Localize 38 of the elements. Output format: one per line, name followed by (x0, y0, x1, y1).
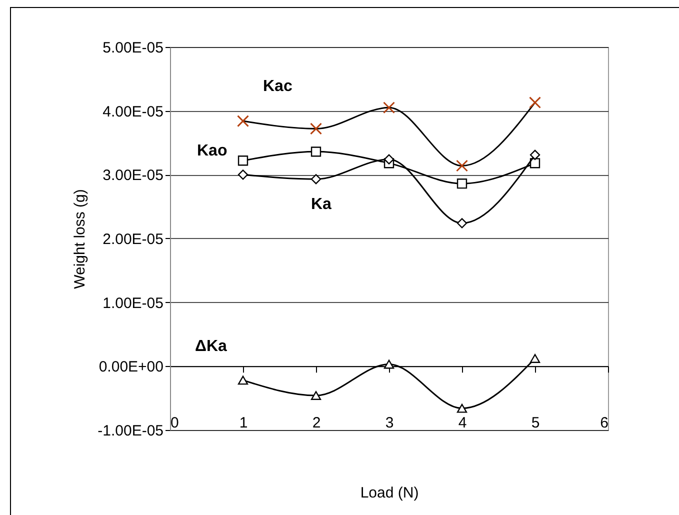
y-axis-title: Weight loss (g) (72, 189, 89, 289)
y-tick-label: -1.00E-05 (98, 422, 164, 440)
point (237, 115, 249, 128)
x-tick-label: 0 (170, 414, 179, 432)
point (238, 156, 248, 166)
point (384, 360, 394, 369)
point (529, 96, 541, 109)
point (310, 391, 322, 400)
point (456, 404, 468, 413)
point (238, 376, 248, 385)
y-tick-label: 1.00E-05 (102, 294, 164, 312)
x-tick-label: 2 (312, 414, 321, 432)
point (310, 174, 322, 184)
y-tick-label: 0.00E+00 (98, 358, 164, 376)
series-label: Kac (263, 78, 292, 96)
x-tick-label: 5 (531, 414, 540, 432)
point (530, 354, 540, 363)
point (238, 170, 248, 180)
point (310, 146, 322, 157)
x-tick-label: 4 (458, 414, 467, 432)
y-tick-label: 2.00E-05 (102, 231, 164, 248)
point (530, 150, 540, 160)
y-tick-label: 4.00E-05 (102, 103, 164, 120)
y-tick-label: 5.00E-05 (102, 40, 164, 56)
series-label: ΔKa (195, 338, 228, 356)
point (310, 122, 322, 135)
point (384, 154, 394, 164)
x-axis-title: Load (N) (360, 484, 419, 502)
series-label: Ka (311, 196, 332, 214)
point (456, 178, 468, 189)
point (456, 160, 468, 172)
x-tick-label: 6 (600, 414, 608, 432)
x-tick-label: 1 (239, 414, 248, 432)
y-tick-label: 3.00E-05 (102, 167, 164, 184)
series-label: Kao (197, 142, 228, 160)
x-tick-label: 3 (385, 414, 394, 432)
point (456, 218, 468, 228)
point (383, 102, 395, 114)
